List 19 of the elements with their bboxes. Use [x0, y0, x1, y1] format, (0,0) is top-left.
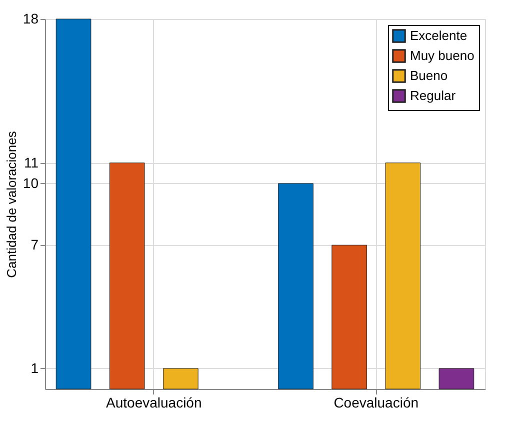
legend-label: Regular	[410, 88, 456, 103]
y-tick-label: 18	[22, 10, 39, 26]
legend-label: Excelente	[410, 28, 468, 43]
legend-label: Muy bueno	[410, 48, 474, 63]
bar	[56, 18, 92, 390]
bar	[163, 368, 198, 390]
bar	[332, 244, 367, 390]
bar	[278, 183, 314, 390]
y-axis-title: Cantidad de valoraciones	[4, 130, 19, 278]
y-tick-label: 10	[22, 174, 39, 191]
bar	[438, 368, 474, 390]
bar	[109, 162, 145, 390]
x-tick-label: Autoevaluación	[106, 394, 202, 410]
y-tick-label: 7	[30, 236, 39, 253]
y-tick-label: 1	[30, 360, 39, 376]
legend-label: Bueno	[410, 68, 448, 83]
y-tick-label: 11	[24, 154, 39, 170]
x-tick-label: Coevaluación	[334, 394, 419, 410]
bar	[385, 162, 421, 390]
